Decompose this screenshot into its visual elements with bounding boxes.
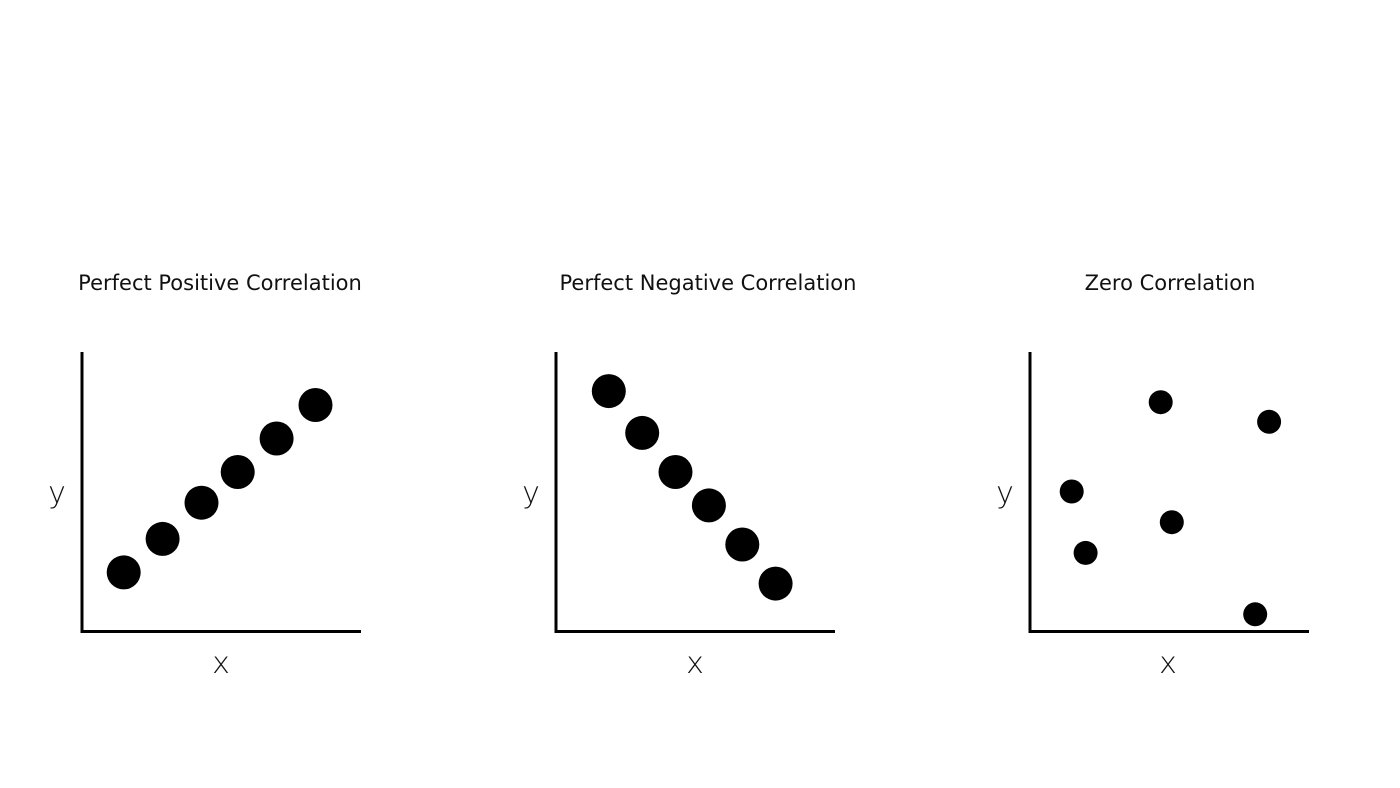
- data-point-positive-4: [220, 455, 255, 489]
- data-points-positive: [106, 388, 333, 590]
- data-points-negative: [591, 374, 793, 601]
- data-point-negative-5: [725, 527, 760, 562]
- data-points-zero: [1059, 390, 1282, 627]
- data-point-zero-3: [1148, 390, 1173, 415]
- data-point-positive-2: [145, 521, 180, 556]
- data-point-negative-6: [758, 566, 793, 601]
- data-point-zero-4: [1159, 510, 1184, 535]
- chart-panel-positive: Perfect Positive Correlation y x: [48, 271, 362, 681]
- chart-title-positive: Perfect Positive Correlation: [78, 271, 362, 295]
- data-point-negative-2: [625, 415, 660, 450]
- data-point-positive-1: [106, 555, 141, 590]
- data-point-zero-1: [1059, 479, 1084, 504]
- x-axis-label-zero: x: [1159, 646, 1177, 681]
- data-point-negative-1: [591, 374, 626, 409]
- data-point-zero-5: [1243, 602, 1268, 627]
- data-point-zero-2: [1073, 540, 1098, 565]
- data-point-positive-3: [184, 485, 219, 520]
- data-point-positive-6: [298, 388, 333, 422]
- x-axis-label-positive: x: [212, 646, 230, 681]
- y-axis-label-positive: y: [48, 476, 66, 511]
- data-point-zero-6: [1257, 409, 1282, 434]
- data-point-positive-5: [259, 421, 294, 456]
- chart-title-zero: Zero Correlation: [1085, 271, 1256, 295]
- y-axis-label-negative: y: [522, 476, 540, 511]
- chart-title-negative: Perfect Negative Correlation: [560, 271, 857, 295]
- x-axis-label-negative: x: [686, 646, 704, 681]
- y-axis-label-zero: y: [996, 476, 1014, 511]
- data-point-negative-4: [691, 488, 726, 523]
- chart-panel-zero: Zero Correlation y x: [996, 271, 1309, 681]
- chart-panel-negative: Perfect Negative Correlation y x: [522, 271, 856, 681]
- data-point-negative-3: [658, 455, 693, 489]
